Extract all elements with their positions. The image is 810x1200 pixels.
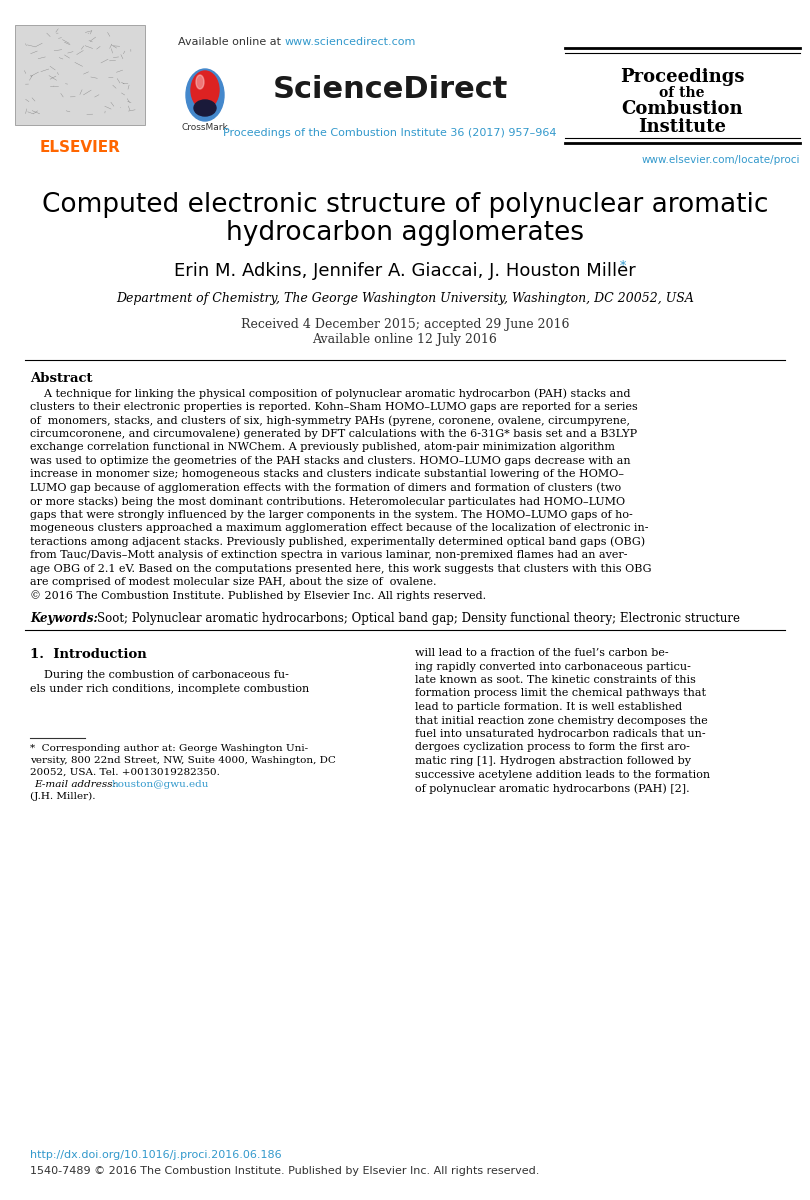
Text: teractions among adjacent stacks. Previously published, experimentally determine: teractions among adjacent stacks. Previo… <box>30 536 645 547</box>
Text: of polynuclear aromatic hydrocarbons (PAH) [2].: of polynuclear aromatic hydrocarbons (PA… <box>415 782 689 793</box>
Text: Available online at: Available online at <box>178 37 285 47</box>
Text: Department of Chemistry, The George Washington University, Washington, DC 20052,: Department of Chemistry, The George Wash… <box>116 292 694 305</box>
Text: dergoes cyclization process to form the first aro-: dergoes cyclization process to form the … <box>415 743 690 752</box>
Text: of the: of the <box>659 86 705 100</box>
Text: age OBG of 2.1 eV. Based on the computations presented here, this work suggests : age OBG of 2.1 eV. Based on the computat… <box>30 564 651 574</box>
Text: hydrocarbon agglomerates: hydrocarbon agglomerates <box>226 220 584 246</box>
Text: A technique for linking the physical composition of polynuclear aromatic hydroca: A technique for linking the physical com… <box>30 388 630 398</box>
Ellipse shape <box>186 68 224 121</box>
Text: LUMO gap because of agglomeration effects with the formation of dimers and forma: LUMO gap because of agglomeration effect… <box>30 482 621 493</box>
Text: els under rich conditions, incomplete combustion: els under rich conditions, incomplete co… <box>30 684 309 694</box>
Text: Soot; Polynuclear aromatic hydrocarbons; Optical band gap; Density functional th: Soot; Polynuclear aromatic hydrocarbons;… <box>97 612 740 625</box>
Ellipse shape <box>191 71 219 109</box>
Text: www.sciencedirect.com: www.sciencedirect.com <box>285 37 416 47</box>
Bar <box>15 25 145 125</box>
Text: http://dx.doi.org/10.1016/j.proci.2016.06.186: http://dx.doi.org/10.1016/j.proci.2016.0… <box>30 1150 282 1160</box>
Text: 20052, USA. Tel. +0013019282350.: 20052, USA. Tel. +0013019282350. <box>30 768 220 778</box>
Text: Computed electronic structure of polynuclear aromatic: Computed electronic structure of polynuc… <box>42 192 768 218</box>
Text: E-mail address:: E-mail address: <box>34 780 116 790</box>
Text: are comprised of modest molecular size PAH, about the size of  ovalene.: are comprised of modest molecular size P… <box>30 577 437 587</box>
Text: lead to particle formation. It is well established: lead to particle formation. It is well e… <box>415 702 682 712</box>
Text: © 2016 The Combustion Institute. Published by Elsevier Inc. All rights reserved.: © 2016 The Combustion Institute. Publish… <box>30 590 486 601</box>
Text: www.elsevier.com/locate/proci: www.elsevier.com/locate/proci <box>642 155 800 164</box>
Text: late known as soot. The kinetic constraints of this: late known as soot. The kinetic constrai… <box>415 674 696 685</box>
Text: ELSEVIER: ELSEVIER <box>40 140 121 155</box>
Text: versity, 800 22nd Street, NW, Suite 4000, Washington, DC: versity, 800 22nd Street, NW, Suite 4000… <box>30 756 336 766</box>
Ellipse shape <box>196 74 204 89</box>
Text: Abstract: Abstract <box>30 372 92 385</box>
Text: Proceedings of the Combustion Institute 36 (2017) 957–964: Proceedings of the Combustion Institute … <box>224 128 556 138</box>
Text: ScienceDirect: ScienceDirect <box>272 76 508 104</box>
Text: 1.  Introduction: 1. Introduction <box>30 648 147 661</box>
Text: successive acetylene addition leads to the formation: successive acetylene addition leads to t… <box>415 769 710 780</box>
Text: clusters to their electronic properties is reported. Kohn–Sham HOMO–LUMO gaps ar: clusters to their electronic properties … <box>30 402 637 412</box>
Text: *: * <box>620 260 626 272</box>
Text: Proceedings: Proceedings <box>620 68 744 86</box>
Text: 1540-7489 © 2016 The Combustion Institute. Published by Elsevier Inc. All rights: 1540-7489 © 2016 The Combustion Institut… <box>30 1166 539 1176</box>
Text: from Tauc/Davis–Mott analysis of extinction spectra in various laminar, non-prem: from Tauc/Davis–Mott analysis of extinct… <box>30 550 628 560</box>
Text: During the combustion of carbonaceous fu-: During the combustion of carbonaceous fu… <box>30 670 289 680</box>
Text: Institute: Institute <box>638 118 726 136</box>
Text: was used to optimize the geometries of the PAH stacks and clusters. HOMO–LUMO ga: was used to optimize the geometries of t… <box>30 456 631 466</box>
Text: houston@gwu.edu: houston@gwu.edu <box>112 780 209 790</box>
Text: will lead to a fraction of the fuel’s carbon be-: will lead to a fraction of the fuel’s ca… <box>415 648 668 658</box>
Text: gaps that were strongly influenced by the larger components in the system. The H: gaps that were strongly influenced by th… <box>30 510 633 520</box>
Text: Received 4 December 2015; accepted 29 June 2016: Received 4 December 2015; accepted 29 Ju… <box>241 318 569 331</box>
Text: Keywords:: Keywords: <box>30 612 98 625</box>
Text: that initial reaction zone chemistry decomposes the: that initial reaction zone chemistry dec… <box>415 715 708 726</box>
Text: CrossMark: CrossMark <box>181 122 228 132</box>
Text: Combustion: Combustion <box>621 100 743 118</box>
Text: Erin M. Adkins, Jennifer A. Giaccai, J. Houston Miller: Erin M. Adkins, Jennifer A. Giaccai, J. … <box>174 262 636 280</box>
Text: increase in monomer size; homogeneous stacks and clusters indicate substantial l: increase in monomer size; homogeneous st… <box>30 469 624 479</box>
Text: *  Corresponding author at: George Washington Uni-: * Corresponding author at: George Washin… <box>30 744 308 754</box>
Text: formation process limit the chemical pathways that: formation process limit the chemical pat… <box>415 689 706 698</box>
Text: Available online 12 July 2016: Available online 12 July 2016 <box>313 332 497 346</box>
Text: (J.H. Miller).: (J.H. Miller). <box>30 792 96 802</box>
Ellipse shape <box>194 100 216 116</box>
Text: circumcoronene, and circumovalene) generated by DFT calculations with the 6-31G*: circumcoronene, and circumovalene) gener… <box>30 428 637 439</box>
Text: exchange correlation functional in NWChem. A previously published, atom-pair min: exchange correlation functional in NWChe… <box>30 442 615 452</box>
Text: mogeneous clusters approached a maximum agglomeration effect because of the loca: mogeneous clusters approached a maximum … <box>30 523 649 533</box>
Text: ing rapidly converted into carbonaceous particu-: ing rapidly converted into carbonaceous … <box>415 661 691 672</box>
Text: fuel into unsaturated hydrocarbon radicals that un-: fuel into unsaturated hydrocarbon radica… <box>415 728 706 739</box>
Text: matic ring [1]. Hydrogen abstraction followed by: matic ring [1]. Hydrogen abstraction fol… <box>415 756 691 766</box>
Text: of  monomers, stacks, and clusters of six, high-symmetry PAHs (pyrene, coronene,: of monomers, stacks, and clusters of six… <box>30 415 630 426</box>
Text: or more stacks) being the most dominant contributions. Heteromolecular particula: or more stacks) being the most dominant … <box>30 496 625 506</box>
